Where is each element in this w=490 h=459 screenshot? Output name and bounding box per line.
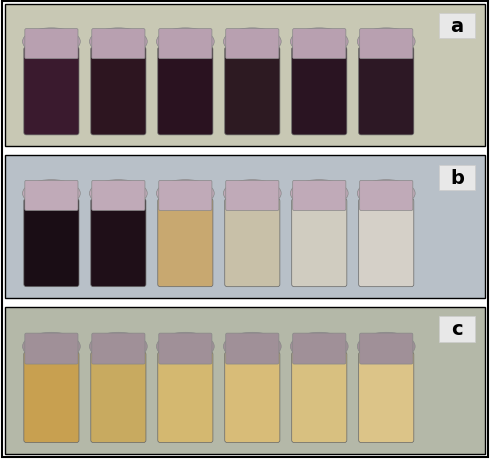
FancyBboxPatch shape [158, 48, 213, 135]
FancyBboxPatch shape [158, 199, 213, 287]
FancyBboxPatch shape [91, 352, 146, 442]
FancyBboxPatch shape [24, 352, 79, 442]
FancyBboxPatch shape [360, 29, 413, 60]
FancyBboxPatch shape [92, 333, 145, 364]
FancyBboxPatch shape [293, 29, 346, 60]
FancyBboxPatch shape [225, 199, 280, 287]
Ellipse shape [156, 180, 214, 207]
FancyBboxPatch shape [159, 333, 212, 364]
FancyBboxPatch shape [25, 29, 78, 60]
Ellipse shape [90, 29, 147, 56]
FancyBboxPatch shape [226, 29, 279, 60]
Ellipse shape [156, 333, 214, 361]
FancyBboxPatch shape [159, 181, 212, 211]
Ellipse shape [357, 29, 415, 56]
Ellipse shape [23, 180, 80, 207]
FancyBboxPatch shape [24, 199, 79, 287]
FancyBboxPatch shape [25, 333, 78, 364]
FancyBboxPatch shape [25, 181, 78, 211]
Ellipse shape [291, 180, 348, 207]
FancyBboxPatch shape [293, 181, 346, 211]
FancyBboxPatch shape [439, 165, 475, 190]
Ellipse shape [23, 333, 80, 361]
Ellipse shape [291, 333, 348, 361]
FancyBboxPatch shape [158, 352, 213, 442]
FancyBboxPatch shape [359, 199, 414, 287]
Ellipse shape [90, 333, 147, 361]
FancyBboxPatch shape [5, 308, 485, 454]
FancyBboxPatch shape [91, 199, 146, 287]
FancyBboxPatch shape [225, 352, 280, 442]
FancyBboxPatch shape [293, 333, 346, 364]
FancyBboxPatch shape [5, 156, 485, 298]
FancyBboxPatch shape [5, 5, 485, 147]
FancyBboxPatch shape [159, 29, 212, 60]
Ellipse shape [357, 180, 415, 207]
FancyBboxPatch shape [292, 352, 347, 442]
Ellipse shape [90, 180, 147, 207]
FancyBboxPatch shape [24, 48, 79, 135]
Ellipse shape [223, 180, 281, 207]
Ellipse shape [223, 29, 281, 56]
FancyBboxPatch shape [292, 48, 347, 135]
FancyBboxPatch shape [92, 29, 145, 60]
Ellipse shape [357, 333, 415, 361]
Text: c: c [451, 319, 463, 339]
FancyBboxPatch shape [360, 181, 413, 211]
FancyBboxPatch shape [439, 14, 475, 39]
FancyBboxPatch shape [226, 181, 279, 211]
Ellipse shape [291, 29, 348, 56]
Ellipse shape [23, 29, 80, 56]
FancyBboxPatch shape [91, 48, 146, 135]
FancyBboxPatch shape [225, 48, 280, 135]
Text: a: a [451, 17, 464, 36]
Ellipse shape [156, 29, 214, 56]
FancyBboxPatch shape [359, 352, 414, 442]
Text: b: b [450, 168, 464, 187]
FancyBboxPatch shape [439, 317, 475, 342]
FancyBboxPatch shape [360, 333, 413, 364]
FancyBboxPatch shape [359, 48, 414, 135]
FancyBboxPatch shape [226, 333, 279, 364]
FancyBboxPatch shape [292, 199, 347, 287]
FancyBboxPatch shape [92, 181, 145, 211]
Ellipse shape [223, 333, 281, 361]
